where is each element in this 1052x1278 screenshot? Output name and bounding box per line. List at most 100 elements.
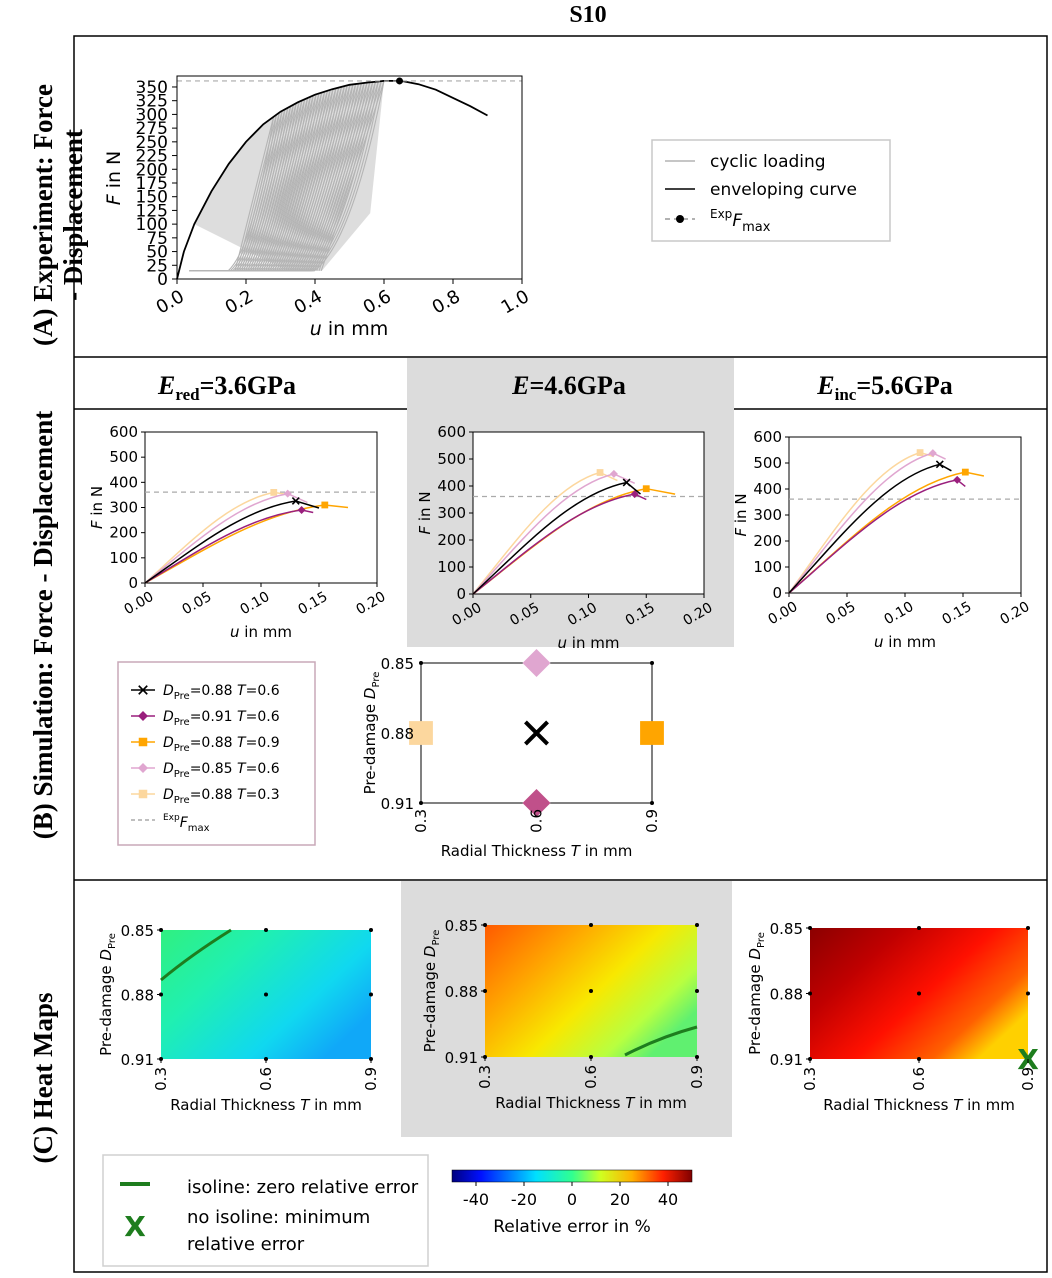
cyclic-reload-curve bbox=[267, 94, 317, 271]
cyclic-loading-curve bbox=[196, 81, 374, 272]
x-tick-label: 0.20 bbox=[998, 599, 1033, 628]
x-tick-label: 0.6 bbox=[360, 286, 395, 319]
legend-dsub: Pre bbox=[174, 743, 190, 754]
figure-frame bbox=[73, 35, 1048, 1273]
x-tick-label: 0.20 bbox=[354, 589, 389, 618]
header-value: =5.6GPa bbox=[856, 371, 952, 400]
legend-dval: =0.88 bbox=[190, 683, 237, 699]
fmax-point bbox=[396, 77, 404, 85]
legend-dval: =0.91 bbox=[190, 709, 237, 725]
legend-dvar: D bbox=[163, 683, 174, 699]
cyclic-reload-curve bbox=[236, 114, 277, 271]
legend-dvar: D bbox=[163, 735, 174, 751]
cyclic-reload-curve bbox=[316, 81, 379, 271]
xlabel-var: T bbox=[953, 1096, 964, 1114]
xlabel-unit: in mm bbox=[322, 318, 388, 340]
y-tick-label: 100 bbox=[753, 558, 782, 576]
y-tick-label: 150 bbox=[136, 188, 168, 208]
simulation-xlabel: u in mm bbox=[558, 634, 620, 652]
legend-dval: =0.85 bbox=[190, 761, 237, 777]
no-isoline-label-line2: relative error bbox=[187, 1234, 305, 1255]
row-label-a: (A) Experiment: Force bbox=[28, 84, 58, 346]
row-label-a-line2: - Displacement bbox=[58, 129, 88, 301]
xlabel-pre: Radial Thickness bbox=[441, 842, 571, 860]
y-tick-label: 300 bbox=[136, 105, 168, 125]
heatmap-sample-point bbox=[369, 992, 373, 997]
heatmap-sample-point bbox=[264, 992, 268, 997]
y-tick-label: 0.85 bbox=[445, 917, 478, 935]
xlabel-var: u bbox=[874, 633, 884, 651]
y-tick-label: 500 bbox=[437, 450, 466, 468]
legend-dval: =0.88 bbox=[190, 787, 237, 803]
heatmap-xlabel: Radial Thickness T in mm bbox=[823, 1096, 1015, 1114]
cyclic-loading-curve bbox=[193, 89, 331, 272]
legend-tval: =0.6 bbox=[246, 683, 280, 699]
legend-tvar: T bbox=[237, 709, 247, 725]
simulation-peak-marker bbox=[270, 489, 278, 496]
minimum-marker-icon: X bbox=[124, 1210, 146, 1243]
heatmap-sample-point bbox=[1026, 926, 1030, 930]
cyclic-loading-curve bbox=[191, 99, 306, 272]
y-tick-label: 600 bbox=[753, 428, 782, 446]
heatmap-ylabel: Pre-damage DPre bbox=[746, 932, 767, 1055]
heatmap-ylabel: Pre-damage DPre bbox=[421, 930, 442, 1053]
grid-y-tick-label: 0.85 bbox=[381, 655, 414, 673]
legend-entry: DPre=0.88 T=0.9 bbox=[163, 735, 280, 754]
legend-fmax-marker bbox=[676, 215, 684, 223]
cyclic-reload-curve bbox=[250, 104, 294, 271]
cyclic-reload-curve bbox=[238, 112, 280, 271]
legend-tval: =0.6 bbox=[246, 761, 280, 777]
cyclic-reload-curve bbox=[283, 88, 337, 271]
ylabel-pre: Pre-damage bbox=[746, 960, 764, 1055]
ylabel-unit: in N bbox=[103, 151, 125, 195]
colorbar-ticks: -40 -20 0 20 40 bbox=[463, 1182, 678, 1209]
zero-error-isoline bbox=[160, 928, 232, 982]
cyclic-reload-curve bbox=[234, 116, 275, 271]
heatmap-xlabel: Radial Thickness T in mm bbox=[495, 1094, 687, 1112]
y-tick-label: 0 bbox=[772, 584, 782, 602]
cyclic-reload-curve bbox=[252, 102, 297, 271]
simulation-axes-frame bbox=[788, 436, 1022, 594]
simulation-peak-marker bbox=[928, 449, 937, 458]
y-tick-label: 25 bbox=[146, 256, 168, 276]
heatmap-base: 0.3 0.6 0.9 0.85 0.88 0.91 Radial Thickness T … bbox=[421, 917, 706, 1112]
y-tick-label: 500 bbox=[109, 448, 138, 466]
x-tick-label: 0.9 bbox=[1019, 1067, 1037, 1091]
simulation-curve bbox=[144, 504, 349, 584]
cyclic-loading-curve bbox=[192, 95, 314, 272]
y-tick-label: 200 bbox=[753, 532, 782, 550]
fmax-var: F bbox=[732, 211, 742, 231]
fmax-sub: max bbox=[188, 823, 210, 834]
ylabel-var: F bbox=[416, 526, 434, 535]
x-tick-label: 0.2 bbox=[222, 286, 257, 319]
legend-dsub: Pre bbox=[174, 717, 190, 728]
y-tick-label: 0.88 bbox=[770, 986, 803, 1004]
colorbar-tick-label: 0 bbox=[567, 1190, 577, 1209]
ylabel-sub: Pre bbox=[371, 672, 382, 688]
y-tick-label: 0.85 bbox=[121, 922, 154, 940]
heatmap-sample-point bbox=[1026, 991, 1030, 996]
cyclic-loading-curve bbox=[192, 92, 323, 272]
cyclic-reload-curve bbox=[307, 82, 368, 271]
header-symbol: E bbox=[511, 371, 529, 400]
x-tick-label: 0.00 bbox=[122, 589, 157, 618]
simulation-curve bbox=[788, 452, 946, 594]
column-header-inc: Einc=5.6GPa bbox=[816, 371, 953, 404]
cyclic-reload-curve bbox=[289, 85, 345, 271]
cyclic-reload-curve bbox=[296, 84, 354, 271]
legend-marker bbox=[138, 763, 148, 773]
simulation-curve bbox=[472, 471, 618, 595]
header-symbol: E bbox=[816, 371, 834, 400]
cyclic-loading-curve bbox=[193, 90, 328, 272]
simulation-curve bbox=[472, 473, 636, 595]
y-tick-label: 0.85 bbox=[770, 920, 803, 938]
grid-marker bbox=[640, 721, 664, 745]
y-tick-label: 0.91 bbox=[445, 1049, 478, 1067]
y-tick-label: 200 bbox=[437, 531, 466, 549]
simulation-peak-marker bbox=[916, 449, 924, 456]
grid-y-tick-label: 0.88 bbox=[381, 725, 414, 743]
ylabel-var: D bbox=[746, 948, 764, 960]
column-header-red: Ered=3.6GPa bbox=[157, 371, 296, 404]
y-tick-label: 200 bbox=[136, 160, 168, 180]
